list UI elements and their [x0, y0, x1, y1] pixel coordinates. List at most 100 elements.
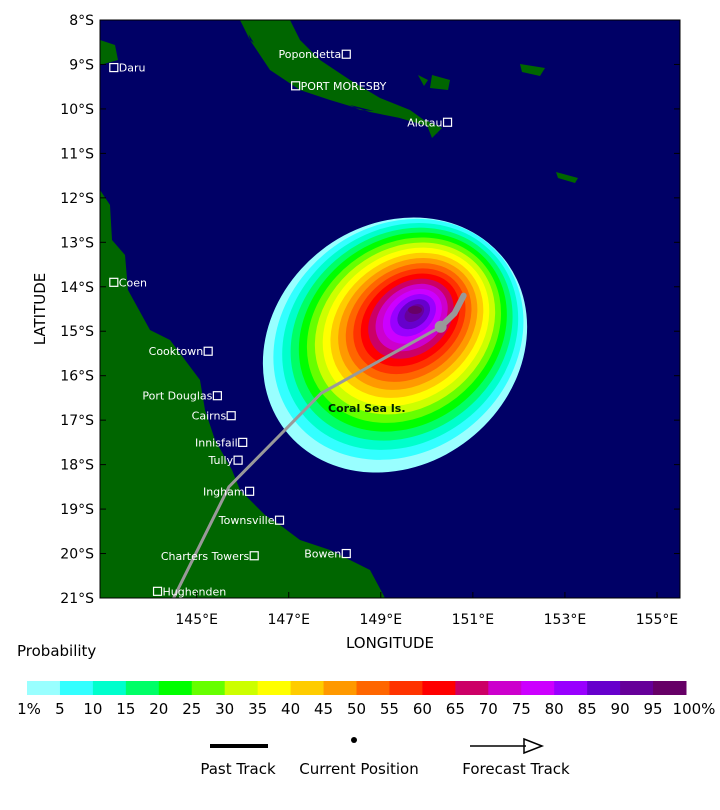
place-label: Port Douglas — [142, 390, 212, 403]
place-label: Alotau — [407, 116, 442, 129]
legend-swatch — [422, 681, 456, 695]
daru-land — [100, 40, 118, 65]
place-label: Bowen — [304, 548, 341, 561]
current-position-swatch — [351, 737, 357, 743]
place-label: Innisfail — [195, 436, 238, 449]
forecast-track-line — [437, 292, 467, 330]
place-marker — [226, 411, 236, 421]
legend-swatch — [59, 681, 94, 695]
legend-label: 10 — [83, 700, 102, 718]
place-marker — [212, 391, 222, 401]
lon-tick-label: 147°E — [267, 612, 310, 628]
legend-label: 50 — [347, 700, 366, 718]
legend-swatch — [587, 681, 621, 695]
legend-swatch — [191, 681, 226, 695]
land — [100, 20, 578, 598]
lon-tick-label: 155°E — [636, 612, 679, 628]
lat-tick-label: 19°S — [60, 502, 94, 518]
place-label: PORT MORESBY — [301, 80, 387, 93]
place-marker — [152, 586, 163, 596]
lat-tick-label: 18°S — [60, 458, 94, 474]
x-axis-label: LONGITUDE — [346, 634, 434, 652]
lon-tick-label: 145°E — [175, 612, 218, 628]
lat-tick-label: 8°S — [69, 13, 94, 29]
place-marker — [203, 346, 213, 356]
probability-contours — [262, 217, 528, 473]
legend-label: 40 — [281, 700, 300, 718]
place-marker — [291, 81, 301, 91]
place-label: Charters Towers — [161, 550, 250, 563]
y-axis-label: LATITUDE — [31, 273, 49, 346]
legend-label: 55 — [380, 700, 399, 718]
legend-label: 75 — [512, 700, 531, 718]
legend-swatch — [257, 681, 292, 695]
new-guinea-mainland — [240, 20, 435, 128]
lat-tick-label: 17°S — [60, 413, 94, 429]
forecast-track-label: Forecast Track — [462, 760, 570, 778]
legend-swatch — [290, 681, 325, 695]
lat-tick-label: 12°S — [60, 191, 94, 207]
legend-swatch — [488, 681, 522, 695]
legend-label: 45 — [314, 700, 333, 718]
forecast-arrow-icon — [523, 737, 545, 755]
legend-label: 1% — [17, 700, 41, 718]
lat-tick-label: 14°S — [60, 280, 94, 296]
place-label: Ingham — [203, 485, 245, 498]
region-label-coral-sea: Coral Sea Is. — [328, 402, 406, 415]
legend-title: Probability — [17, 642, 96, 660]
place-label: Popondetta — [278, 48, 341, 61]
place-label: Cairns — [192, 410, 227, 423]
lon-tick-label: 149°E — [360, 612, 403, 628]
island — [425, 120, 442, 138]
past-track-label: Past Track — [200, 760, 276, 778]
place-marker — [341, 49, 351, 59]
legend-label: 15 — [116, 700, 135, 718]
place-marker — [109, 277, 119, 287]
place-marker — [274, 515, 285, 525]
lat-tick-label: 11°S — [60, 146, 94, 162]
place-marker — [109, 62, 119, 73]
legend-label: 35 — [248, 700, 267, 718]
legend-swatch — [158, 681, 193, 695]
contour-95 — [408, 306, 422, 314]
legend-label: 80 — [545, 700, 564, 718]
storm-track — [172, 292, 467, 598]
lat-tick-label: 21°S — [60, 591, 94, 607]
past-track-line — [172, 325, 442, 598]
legend-swatch — [92, 681, 127, 695]
lat-tick-label: 13°S — [60, 235, 94, 251]
legend-swatch — [27, 681, 61, 695]
legend-swatch — [389, 681, 423, 695]
legend-swatch — [653, 681, 687, 695]
legend-label: 65 — [446, 700, 465, 718]
place-marker — [442, 117, 453, 127]
legend-swatch — [323, 681, 357, 695]
legend-swatch — [620, 681, 654, 695]
lat-tick-label: 20°S — [60, 547, 94, 563]
legend-swatch — [521, 681, 555, 695]
place-label: Coen — [119, 276, 147, 289]
legend-label: 60 — [413, 700, 432, 718]
lon-tick-label: 151°E — [452, 612, 495, 628]
place-label: Tully — [207, 454, 233, 467]
place-label: Cooktown — [149, 345, 204, 358]
place-marker — [341, 548, 351, 559]
lat-tick-label: 9°S — [69, 57, 94, 73]
australia-land — [100, 190, 385, 598]
legend-swatch — [356, 681, 390, 695]
legend-label: 5 — [55, 700, 65, 718]
current-position-label: Current Position — [299, 760, 419, 778]
legend-label: 30 — [215, 700, 234, 718]
legend-label: 70 — [479, 700, 498, 718]
legend-label: 20 — [149, 700, 168, 718]
island — [430, 75, 450, 90]
place-label: Townsville — [218, 514, 275, 527]
legend-label: 90 — [611, 700, 630, 718]
place-label: Hughenden — [163, 585, 227, 598]
place-label: Daru — [119, 62, 146, 75]
legend-label: 95 — [644, 700, 663, 718]
legend-swatch — [554, 681, 588, 695]
legend-swatch — [224, 681, 259, 695]
lon-tick-label: 153°E — [544, 612, 587, 628]
